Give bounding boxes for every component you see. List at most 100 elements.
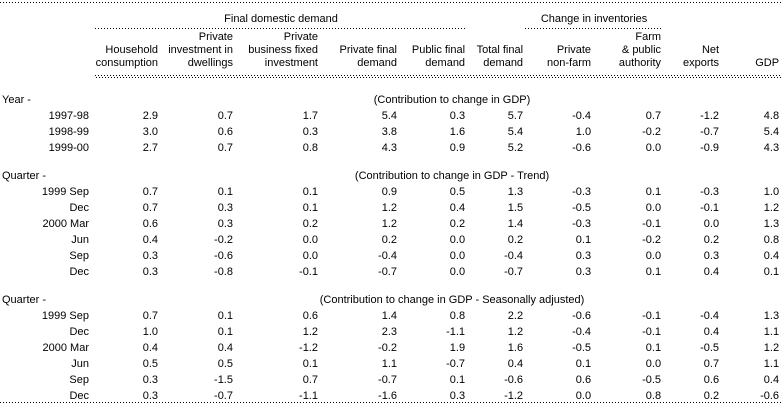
value-cell: 0.1 (449, 374, 466, 386)
value-cell: -0.7 (378, 266, 397, 278)
value-cell: 0.0 (302, 250, 318, 262)
row-label-cell: Dec (69, 202, 89, 214)
value-cell: -0.3 (700, 186, 720, 198)
value-cell: 0.4 (507, 358, 524, 370)
value-cell: 5.4 (381, 110, 397, 122)
value-cell: 0.0 (302, 234, 318, 246)
top-rule (0, 2, 781, 3)
value-cell: 1.1 (763, 326, 780, 338)
value-cell: -1.1 (446, 326, 466, 338)
value-cell: 0.3 (142, 266, 158, 278)
value-cell: 1.6 (449, 126, 466, 138)
section-header-row: Quarter - (Contribution to change in GDP … (0, 290, 781, 306)
section-label: Year - (2, 94, 31, 106)
value-cell: 2.3 (381, 326, 397, 338)
col-header-farm-public-authority: Farm & public authority (618, 31, 662, 69)
value-cell: 0.9 (449, 142, 466, 154)
value-cell: -0.5 (572, 202, 592, 214)
data-row: 1999 Sep 0.7 0.1 0.6 1.4 0.8 2.2 -0.6 -0.1 -0.4 1.… (0, 306, 781, 322)
value-cell: 0.7 (703, 358, 720, 370)
value-cell: -1.2 (700, 110, 720, 122)
value-cell: 1.9 (449, 342, 466, 354)
value-cell: 0.4 (703, 266, 720, 278)
value-cell: 4.3 (381, 142, 397, 154)
value-cell: -0.3 (572, 218, 592, 230)
data-row: 1999 Sep 0.7 0.1 0.1 0.9 0.5 1.3 -0.3 0.1 -0.3 1.0 (0, 182, 781, 198)
col-header-private-final-demand: Private final demand (339, 44, 397, 69)
value-cell: -1.1 (299, 390, 318, 402)
value-cell: 1.2 (381, 218, 397, 230)
value-cell: -0.4 (572, 326, 592, 338)
section-spacer-cell (0, 278, 781, 290)
value-cell: 0.6 (142, 218, 158, 230)
column-header-row: Household consumption Private investment… (0, 29, 781, 75)
value-cell: 0.1 (575, 234, 592, 246)
bottom-rule (0, 402, 781, 403)
value-cell: 0.6 (217, 126, 233, 138)
value-cell: -0.5 (700, 342, 720, 354)
col-header-private-non-farm: Private non-farm (547, 44, 592, 69)
value-cell: 1.2 (763, 342, 780, 354)
header-rule (95, 75, 781, 78)
section-spacer (0, 154, 781, 166)
row-label-cell: 2000 Mar (42, 218, 89, 230)
value-cell: 0.4 (763, 250, 780, 262)
value-cell: 0.4 (142, 234, 158, 246)
value-cell: 1.3 (507, 186, 524, 198)
value-cell: 0.3 (142, 374, 158, 386)
value-cell: -0.2 (642, 234, 662, 246)
section-spacer-cell (0, 78, 781, 90)
value-cell: 1.6 (507, 342, 524, 354)
value-cell: 0.1 (302, 358, 318, 370)
value-cell: 2.7 (142, 142, 158, 154)
value-cell: 1.2 (381, 202, 397, 214)
value-cell: -1.6 (378, 390, 397, 402)
value-cell: 0.9 (381, 186, 397, 198)
value-cell: 1.7 (302, 110, 318, 122)
section-spacer (0, 78, 781, 90)
stub-blank-cell (0, 3, 95, 29)
data-row: 2000 Mar 0.4 0.4 -1.2 -0.2 1.9 1.6 -0.5 0.1 -0.5 1… (0, 338, 781, 354)
value-cell: 0.7 (302, 374, 318, 386)
value-cell: 0.8 (763, 234, 780, 246)
value-cell: -0.5 (572, 342, 592, 354)
value-cell: 0.3 (217, 202, 233, 214)
value-cell: 0.1 (645, 342, 662, 354)
row-label-cell: Dec (69, 326, 89, 338)
value-cell: 0.3 (449, 390, 466, 402)
value-cell: 2.9 (142, 110, 158, 122)
value-cell: 0.0 (449, 250, 466, 262)
value-cell: 0.7 (142, 186, 158, 198)
group-final-domestic-demand: Final domestic demand (95, 3, 468, 29)
row-label-cell: Dec (69, 390, 89, 402)
data-row: Dec 0.7 0.3 0.1 1.2 0.4 1.5 -0.5 0.0 -0.1 1.2 (0, 198, 781, 214)
section-label: Quarter - (2, 294, 47, 306)
value-cell: 0.7 (645, 110, 662, 122)
row-label-cell: Jun (71, 234, 89, 246)
value-cell: 1.2 (302, 326, 318, 338)
value-cell: 0.6 (575, 374, 592, 386)
value-cell: 0.3 (142, 390, 158, 402)
value-cell: 0.1 (575, 358, 592, 370)
value-cell: -0.3 (572, 186, 592, 198)
row-label-cell: 2000 Mar (42, 342, 89, 354)
value-cell: 1.4 (507, 218, 524, 230)
data-row: 1998-99 3.0 0.6 0.3 3.8 1.6 5.4 1.0 -0.2 -0.7 5.4 (0, 122, 781, 138)
value-cell: 1.0 (763, 186, 780, 198)
value-cell: 0.4 (703, 326, 720, 338)
value-cell: 0.0 (449, 266, 466, 278)
value-cell: 1.1 (381, 358, 397, 370)
value-cell: -0.7 (700, 126, 720, 138)
value-cell: 0.8 (449, 310, 466, 322)
value-cell: -0.6 (572, 310, 592, 322)
col-header-public-final-demand: Public final demand (411, 44, 466, 69)
data-row: Dec 0.3 -0.8 -0.1 -0.7 0.0 -0.7 0.3 0.1 0.4 0.1 (0, 262, 781, 278)
data-row: Dec 0.3 -0.7 -1.1 -1.6 0.3 -1.2 0.0 0.8 0.2 -0.6 (0, 386, 781, 402)
section-caption: (Contribution to change in GDP - Trend) (354, 170, 550, 182)
value-cell: 0.7 (217, 110, 233, 122)
value-cell: -0.6 (572, 142, 592, 154)
value-cell: 0.0 (449, 234, 466, 246)
data-row: Jun 0.4 -0.2 0.0 0.2 0.0 0.2 0.1 -0.2 0.2 0.8 (0, 230, 781, 246)
value-cell: 0.4 (142, 342, 158, 354)
value-cell: -0.7 (504, 266, 524, 278)
